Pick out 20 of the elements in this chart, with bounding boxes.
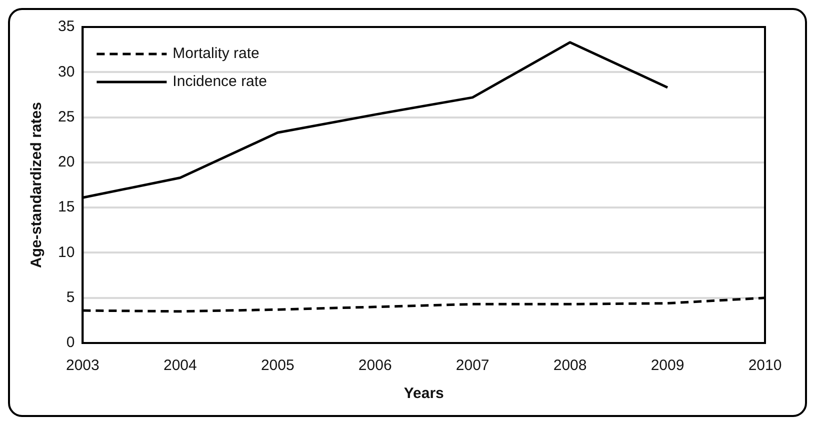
y-tick-label: 20 xyxy=(58,154,75,171)
y-tick-label: 30 xyxy=(58,63,75,80)
x-tick-label: 2010 xyxy=(748,357,782,374)
x-tick-label: 2008 xyxy=(553,357,587,374)
x-tick-label: 2004 xyxy=(163,357,197,374)
x-tick-label: 2009 xyxy=(650,357,684,374)
y-tick-label: 35 xyxy=(58,18,75,36)
legend-label: Incidence rate xyxy=(172,73,267,90)
x-tick-label: 2003 xyxy=(66,357,100,374)
y-tick-label: 0 xyxy=(66,334,75,352)
y-axis-title: Age-standardized rates xyxy=(28,102,46,268)
y-tick-label: 10 xyxy=(58,244,75,261)
x-tick-label: 2007 xyxy=(456,357,490,374)
x-tick-label: 2005 xyxy=(260,357,294,374)
y-tick-label: 5 xyxy=(66,289,75,306)
x-axis-title: Years xyxy=(404,385,444,402)
y-tick-label: 25 xyxy=(58,108,75,126)
y-tick-label: 15 xyxy=(58,198,75,216)
x-tick-label: 2006 xyxy=(358,357,392,374)
legend-label: Mortality rate xyxy=(172,45,260,62)
